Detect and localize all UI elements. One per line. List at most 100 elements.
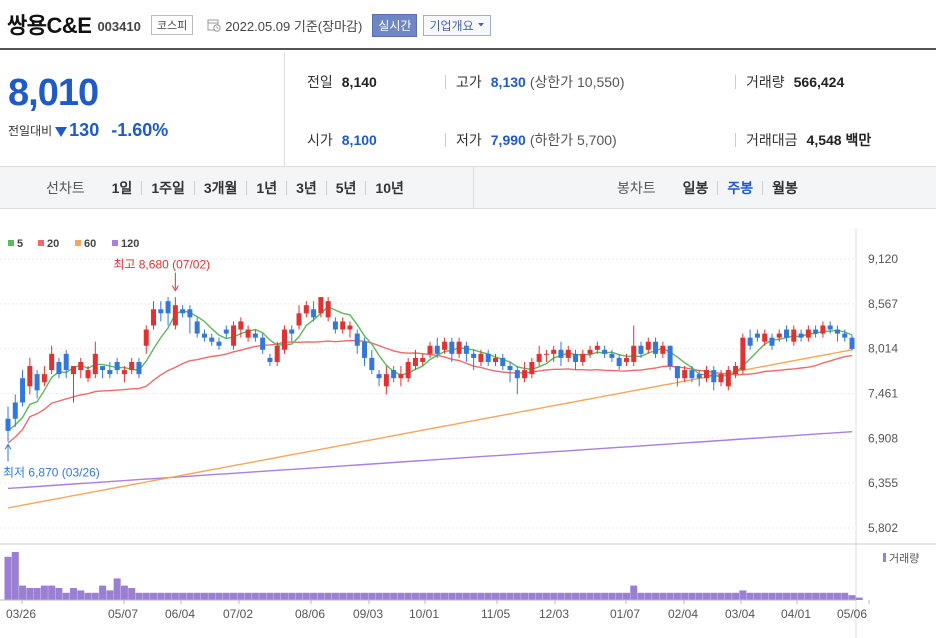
candle-body bbox=[442, 341, 448, 350]
base-date: 2022.05.09 기준(장마감) bbox=[225, 18, 363, 34]
candle-body bbox=[63, 353, 69, 371]
candle-body bbox=[711, 370, 717, 383]
volume-bar bbox=[673, 592, 681, 600]
volume-bar bbox=[746, 592, 754, 600]
candle-daily[interactable]: 일봉 bbox=[682, 180, 709, 196]
volume-bar bbox=[55, 588, 63, 600]
period-1d[interactable]: 1일 bbox=[111, 180, 133, 196]
candle-body bbox=[260, 337, 266, 350]
volume-bar bbox=[346, 592, 354, 600]
volume-bar bbox=[579, 592, 587, 600]
period-3y[interactable]: 3년 bbox=[286, 181, 326, 195]
candle-body bbox=[791, 329, 797, 342]
candle-body bbox=[703, 370, 709, 379]
candle-body bbox=[245, 329, 251, 338]
candle-body bbox=[172, 305, 178, 326]
candle-body bbox=[478, 353, 484, 362]
volume-bar bbox=[317, 592, 325, 600]
period-selector: 선차트 1일 1주일 3개월 1년 3년 5년 10년 봉차트 일봉 주봉 월봉 bbox=[0, 167, 936, 209]
x-tick-label: 04/01 bbox=[781, 607, 811, 621]
candle-body bbox=[769, 337, 775, 346]
volume-bar bbox=[33, 588, 41, 600]
candle-body bbox=[427, 345, 433, 354]
candle-body bbox=[456, 341, 462, 354]
candle-body bbox=[12, 402, 18, 419]
volume-bar bbox=[295, 592, 303, 600]
volume-bar bbox=[179, 592, 187, 600]
volume-bar bbox=[586, 592, 594, 600]
candle-body bbox=[631, 345, 637, 362]
candle-body bbox=[20, 378, 26, 403]
candle-body bbox=[41, 374, 47, 383]
prev-close-cell: 전일 8,140 bbox=[307, 72, 377, 92]
candle-weekly[interactable]: 주봉 bbox=[717, 181, 762, 195]
volume-legend-swatch bbox=[883, 553, 886, 562]
candle-body bbox=[420, 357, 426, 362]
y-tick-label: 6,908 bbox=[868, 431, 898, 445]
y-tick-label: 5,802 bbox=[868, 521, 898, 535]
realtime-button[interactable]: 실시간 bbox=[372, 13, 418, 37]
volume-bar bbox=[11, 552, 19, 600]
x-tick-label: 09/03 bbox=[353, 607, 383, 621]
high-label: 고가 bbox=[456, 74, 482, 90]
candle-body bbox=[281, 329, 287, 350]
volume-bar bbox=[40, 585, 48, 600]
candle-body bbox=[303, 305, 309, 314]
volume-bar bbox=[84, 592, 92, 600]
volume-bar bbox=[797, 592, 805, 600]
candle-body bbox=[573, 353, 579, 362]
volume-bar bbox=[506, 592, 514, 600]
candle-body bbox=[136, 361, 142, 375]
period-1y[interactable]: 1년 bbox=[246, 181, 286, 195]
company-overview-button[interactable]: 기업개요 bbox=[423, 14, 491, 36]
change-label: 전일대비 bbox=[8, 124, 53, 138]
candle-body bbox=[114, 361, 120, 371]
period-3m[interactable]: 3개월 bbox=[193, 181, 247, 195]
legend-swatch bbox=[38, 240, 44, 246]
volume-bar bbox=[622, 592, 630, 600]
volume-bar bbox=[324, 592, 332, 600]
volume-bar bbox=[91, 592, 99, 600]
volume-bar bbox=[644, 592, 652, 600]
period-5y[interactable]: 5년 bbox=[325, 181, 366, 195]
ma5-line bbox=[7, 305, 853, 432]
candle-body bbox=[689, 370, 695, 379]
volume-bar bbox=[564, 592, 572, 600]
volume-bar bbox=[491, 592, 499, 600]
stock-chart[interactable]: 5 20 60 120 최고 8,680 (07/02) 최저 6,870 (03/26… bbox=[0, 228, 936, 638]
candle-body bbox=[820, 325, 826, 334]
x-tick-label: 02/04 bbox=[668, 607, 698, 621]
candle-body bbox=[718, 374, 724, 383]
period-1w[interactable]: 1주일 bbox=[141, 181, 194, 195]
volume-bar bbox=[164, 592, 172, 600]
volume-bar bbox=[120, 585, 128, 600]
volume-bar bbox=[499, 592, 507, 600]
x-tick-label: 07/02 bbox=[223, 607, 253, 621]
candle-body bbox=[660, 345, 666, 354]
candle-body bbox=[471, 353, 477, 358]
candle-monthly[interactable]: 월봉 bbox=[762, 181, 807, 195]
y-tick-label: 9,120 bbox=[868, 252, 898, 266]
volume-bar bbox=[244, 592, 252, 600]
candle-body bbox=[449, 341, 455, 354]
volume-bar bbox=[62, 592, 70, 600]
period-10y[interactable]: 10년 bbox=[365, 181, 412, 195]
legend-label: 120 bbox=[121, 238, 139, 250]
volume-bar bbox=[666, 592, 674, 600]
candle-body bbox=[609, 353, 615, 358]
candle-body bbox=[383, 374, 389, 387]
volume-bar bbox=[572, 592, 580, 600]
volume-bar bbox=[819, 592, 827, 600]
volume-bar bbox=[157, 592, 165, 600]
x-tick-label: 06/04 bbox=[165, 607, 195, 621]
divider bbox=[445, 75, 446, 89]
candle-body bbox=[849, 337, 855, 349]
candle-body bbox=[514, 370, 520, 379]
volume-bar bbox=[128, 588, 136, 600]
candle-body bbox=[805, 329, 811, 338]
volume-bar bbox=[855, 597, 863, 600]
legend-swatch bbox=[8, 240, 14, 246]
candle-body bbox=[776, 333, 782, 338]
volume-bar bbox=[382, 592, 390, 600]
candlestick-chart[interactable]: 5 20 60 120 최고 8,680 (07/02) 최저 6,870 (03/26… bbox=[0, 228, 936, 638]
